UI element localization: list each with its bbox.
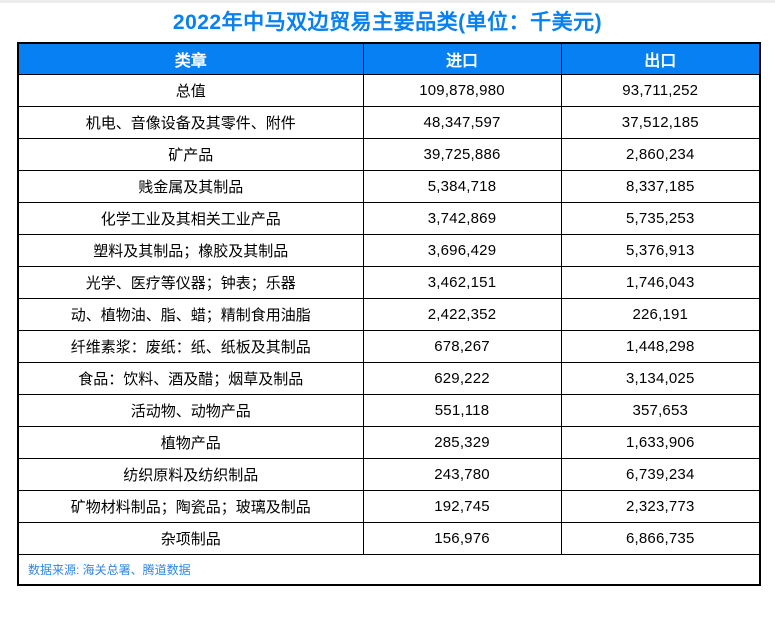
category-cell: 杂项制品 <box>17 521 364 555</box>
export-cell: 8,337,185 <box>560 169 761 203</box>
header-category: 类章 <box>17 42 364 75</box>
category-cell: 塑料及其制品；橡胶及其制品 <box>17 233 364 267</box>
import-cell: 5,384,718 <box>362 169 562 203</box>
header-export: 出口 <box>560 42 761 75</box>
category-cell: 纤维素浆：废纸：纸、纸板及其制品 <box>17 329 364 363</box>
import-cell: 629,222 <box>362 361 562 395</box>
table-row: 活动物、动物产品 551,118 357,653 <box>17 393 761 427</box>
category-cell: 活动物、动物产品 <box>17 393 364 427</box>
export-cell: 93,711,252 <box>560 73 761 107</box>
export-cell: 6,866,735 <box>560 521 761 555</box>
category-cell: 食品：饮料、酒及醋；烟草及制品 <box>17 361 364 395</box>
table-row: 植物产品 285,329 1,633,906 <box>17 425 761 459</box>
category-cell: 动、植物油、脂、蜡；精制食用油脂 <box>17 297 364 331</box>
export-cell: 5,376,913 <box>560 233 761 267</box>
export-cell: 5,735,253 <box>560 201 761 235</box>
table-row: 动、植物油、脂、蜡；精制食用油脂 2,422,352 226,191 <box>17 297 761 331</box>
category-cell: 机电、音像设备及其零件、附件 <box>17 105 364 139</box>
export-cell: 357,653 <box>560 393 761 427</box>
table-row: 塑料及其制品；橡胶及其制品 3,696,429 5,376,913 <box>17 233 761 267</box>
table-header-row: 类章 进口 出口 <box>17 42 761 75</box>
table-row: 矿产品 39,725,886 2,860,234 <box>17 137 761 171</box>
table-row: 光学、医疗等仪器；钟表；乐器 3,462,151 1,746,043 <box>17 265 761 299</box>
export-cell: 6,739,234 <box>560 457 761 491</box>
category-cell: 矿物材料制品；陶瓷品；玻璃及制品 <box>17 489 364 523</box>
table-row: 纤维素浆：废纸：纸、纸板及其制品 678,267 1,448,298 <box>17 329 761 363</box>
table-row: 贱金属及其制品 5,384,718 8,337,185 <box>17 169 761 203</box>
category-cell: 植物产品 <box>17 425 364 459</box>
import-cell: 2,422,352 <box>362 297 562 331</box>
import-cell: 243,780 <box>362 457 562 491</box>
table-row: 杂项制品 156,976 6,866,735 <box>17 521 761 555</box>
category-cell: 光学、医疗等仪器；钟表；乐器 <box>17 265 364 299</box>
import-cell: 39,725,886 <box>362 137 562 171</box>
table-row: 机电、音像设备及其零件、附件 48,347,597 37,512,185 <box>17 105 761 139</box>
category-cell: 化学工业及其相关工业产品 <box>17 201 364 235</box>
category-cell: 总值 <box>17 73 364 107</box>
export-cell: 37,512,185 <box>560 105 761 139</box>
table-row: 化学工业及其相关工业产品 3,742,869 5,735,253 <box>17 201 761 235</box>
table-row: 纺织原料及纺织制品 243,780 6,739,234 <box>17 457 761 491</box>
import-cell: 551,118 <box>362 393 562 427</box>
export-cell: 2,323,773 <box>560 489 761 523</box>
import-cell: 3,742,869 <box>362 201 562 235</box>
import-cell: 48,347,597 <box>362 105 562 139</box>
source-row: 数据来源: 海关总署、腾道数据 <box>17 553 761 586</box>
export-cell: 2,860,234 <box>560 137 761 171</box>
page-title: 2022年中马双边贸易主要品类(单位：千美元) <box>172 11 603 34</box>
data-source-note: 数据来源: 海关总署、腾道数据 <box>17 553 761 586</box>
import-cell: 192,745 <box>362 489 562 523</box>
import-cell: 109,878,980 <box>362 73 562 107</box>
category-cell: 纺织原料及纺织制品 <box>17 457 364 491</box>
category-cell: 矿产品 <box>17 137 364 171</box>
header-import: 进口 <box>362 42 562 75</box>
import-cell: 3,462,151 <box>362 265 562 299</box>
import-cell: 678,267 <box>362 329 562 363</box>
import-cell: 285,329 <box>362 425 562 459</box>
table-row: 矿物材料制品；陶瓷品；玻璃及制品 192,745 2,323,773 <box>17 489 761 523</box>
import-cell: 3,696,429 <box>362 233 562 267</box>
export-cell: 3,134,025 <box>560 361 761 395</box>
category-cell: 贱金属及其制品 <box>17 169 364 203</box>
export-cell: 1,633,906 <box>560 425 761 459</box>
export-cell: 226,191 <box>560 297 761 331</box>
import-cell: 156,976 <box>362 521 562 555</box>
window-top-edge <box>0 0 775 3</box>
table-row: 总值 109,878,980 93,711,252 <box>17 73 761 107</box>
export-cell: 1,448,298 <box>560 329 761 363</box>
export-cell: 1,746,043 <box>560 265 761 299</box>
trade-table: 类章 进口 出口 总值 109,878,980 93,711,252 机电、音像… <box>17 42 761 586</box>
table-row: 食品：饮料、酒及醋；烟草及制品 629,222 3,134,025 <box>17 361 761 395</box>
